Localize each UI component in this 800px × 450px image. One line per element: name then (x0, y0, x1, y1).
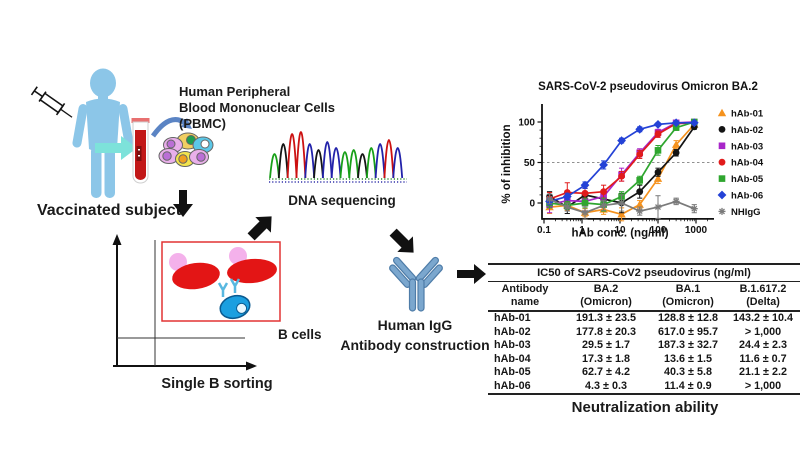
neutralization-ability-caption: Neutralization ability (571, 399, 719, 416)
pbmc-cells-icon (158, 132, 214, 167)
antibody-construction-label: Antibody construction (340, 337, 490, 353)
svg-text:1: 1 (579, 225, 585, 236)
col-header-ba1: BA.1 (Omicron) (650, 281, 726, 312)
table-row: hAb-04 17.3 ± 1.8 13.6 ± 1.5 11.6 ± 0.7 (494, 352, 787, 365)
table-row: hAb-02 177.8 ± 20.3 617.0 ± 95.7 > 1,000 (494, 325, 782, 338)
svg-text:hAb-06: hAb-06 (731, 191, 763, 202)
pbmc-label-line2: Blood Mononuclear Cells (179, 100, 336, 115)
pbmc-label: Human Peripheral Blood Mononuclear Cells… (179, 84, 349, 132)
svg-text:hAb conc. (ng/ml): hAb conc. (ng/ml) (571, 228, 668, 240)
down-arrow-icon (173, 190, 193, 217)
svg-text:0: 0 (529, 199, 535, 210)
svg-text:SARS-CoV-2 pseudovirus Omicron: SARS-CoV-2 pseudovirus Omicron BA.2 (538, 81, 758, 93)
curved-arrow-icon (150, 117, 192, 138)
blood-tube-icon (131, 118, 150, 184)
svg-text:1000: 1000 (685, 225, 708, 236)
svg-text:100: 100 (650, 225, 667, 236)
svg-text:NHIgG: NHIgG (731, 207, 761, 218)
igg-antibody-icon (389, 256, 443, 312)
b-cell-icon (219, 294, 251, 320)
col-header-ba2: BA.2 (Omicron) (562, 281, 650, 312)
right-arrow-icon (457, 264, 486, 284)
svg-text:100: 100 (518, 118, 535, 129)
table-row: hAb-03 29.5 ± 1.7 187.3 ± 32.7 24.4 ± 2.3 (494, 339, 787, 351)
b-cell-gate-box (161, 241, 281, 322)
pbmc-label-line1: Human Peripheral (179, 84, 291, 99)
table-row: hAb-01 191.3 ± 23.5 128.8 ± 12.8 143.2 ± 10… (494, 312, 793, 324)
facs-sorting-plot (112, 234, 281, 371)
svg-text:50: 50 (524, 158, 536, 169)
table-title: IC50 of SARS-CoV2 pseudovirus (ng/ml) (488, 264, 800, 282)
neutralization-chart: 0.1 1 10 100 1000 0 50 100 hAb-01 hAb-02 hAb-03 hAb… (501, 81, 764, 240)
pbmc-label-line3: (PBMC) (179, 116, 226, 131)
svg-text:hAb-01: hAb-01 (731, 109, 764, 120)
svg-text:hAb-02: hAb-02 (731, 125, 763, 136)
svg-text:hAb-05: hAb-05 (731, 174, 764, 185)
b-cell-receptor-icon (217, 278, 241, 297)
svg-text:hAb-03: hAb-03 (731, 141, 763, 152)
person-icon (72, 68, 134, 198)
svg-text:hAb-04: hAb-04 (731, 158, 764, 169)
vaccinated-subject-label: Vaccinated subject (36, 202, 182, 219)
table-row: hAb-06 4.3 ± 0.3 11.4 ± 0.9 > 1,000 (494, 379, 782, 392)
dna-sequencing-label: DNA sequencing (288, 193, 396, 208)
syringe-icon (30, 86, 73, 118)
human-igg-label: Human IgG (377, 317, 453, 333)
table-row: hAb-05 62.7 ± 4.2 40.3 ± 5.8 21.1 ± 2.2 (494, 366, 787, 378)
b-cells-label: B cells (278, 327, 322, 342)
col-header-antibody: Antibody name (488, 281, 562, 312)
single-b-sorting-label: Single B sorting (161, 376, 273, 392)
ic50-table: IC50 of SARS-CoV2 pseudovirus (ng/ml) An… (488, 263, 800, 395)
col-header-delta: B.1.617.2 (Delta) (726, 281, 800, 312)
cyan-right-arrow-icon (95, 136, 137, 160)
svg-text:0.1: 0.1 (537, 225, 551, 236)
dna-chromatogram (269, 131, 407, 183)
svg-text:% of inhibition: % of inhibition (501, 124, 513, 203)
svg-text:10: 10 (614, 225, 626, 236)
down-right-arrow-icon (389, 228, 414, 253)
up-right-arrow-icon (247, 216, 272, 241)
